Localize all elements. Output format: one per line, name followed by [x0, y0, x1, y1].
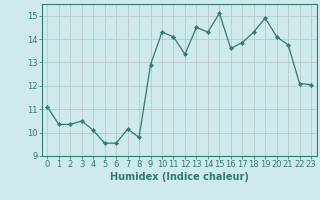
X-axis label: Humidex (Indice chaleur): Humidex (Indice chaleur)	[110, 172, 249, 182]
